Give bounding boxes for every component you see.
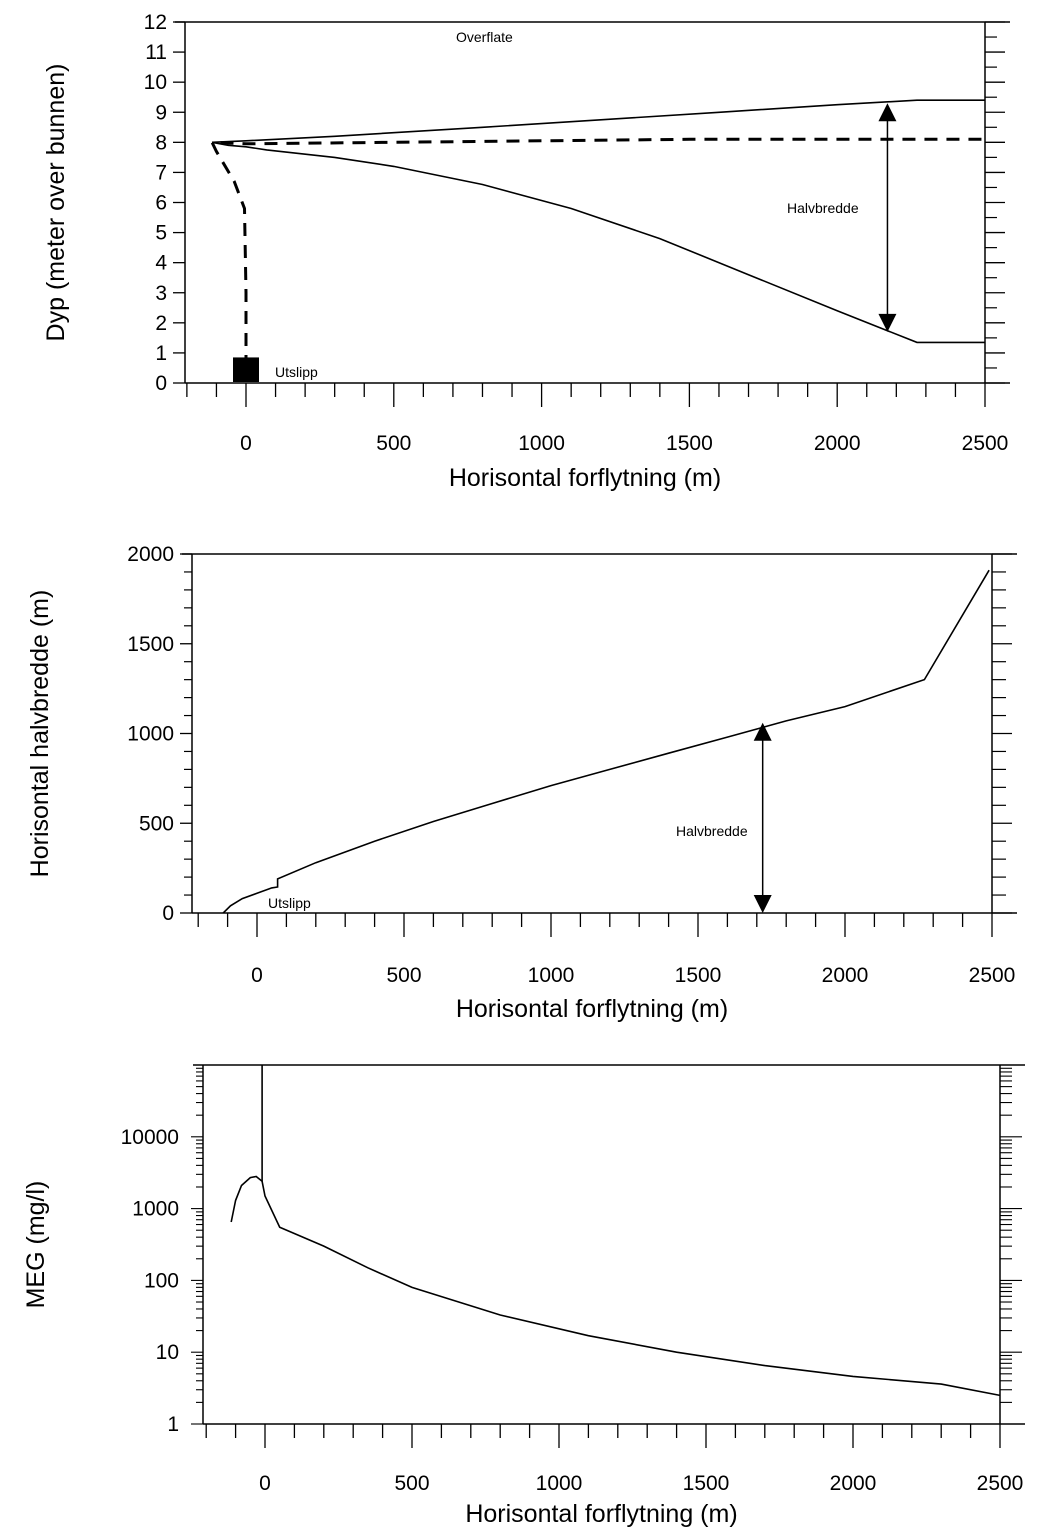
x-tick-label: 500: [376, 432, 411, 455]
y-tick-label: 4: [155, 252, 167, 275]
y-tick-label: 11: [145, 41, 167, 64]
x-axis-title: Horisontal forflytning (m): [465, 1500, 737, 1528]
discharge-label: Utslipp: [275, 364, 318, 380]
y-tick-label: 7: [155, 161, 167, 184]
x-tick-label: 2500: [977, 1472, 1024, 1495]
y-tick-label: 1500: [127, 633, 174, 656]
y-tick-label: 10: [144, 71, 167, 94]
x-tick-label: 0: [259, 1472, 271, 1495]
y-tick-label: 2: [155, 312, 167, 335]
halfwidth-arrow-head-top: [753, 722, 772, 741]
halfwidth-arrow-head-top: [878, 103, 897, 122]
x-axis-title: Horisontal forflytning (m): [456, 995, 728, 1023]
x-tick-label: 1500: [675, 964, 722, 987]
y-tick-label: 12: [144, 11, 167, 34]
y-tick-label: 0: [155, 372, 167, 395]
x-tick-label: 1000: [518, 432, 565, 455]
series-line-1: [222, 569, 990, 914]
x-tick-label: 1000: [536, 1472, 583, 1495]
chart-3: 0 500 1000 1500 2000 2500 Horisontal forflytni…: [22, 1064, 1025, 1528]
x-tick-label: 1500: [666, 432, 713, 455]
halfwidth-label: Halvbredde: [787, 200, 859, 216]
x-tick-label: 2500: [969, 964, 1016, 987]
y-tick-label: 2000: [127, 543, 174, 566]
y-axis-title: MEG (mg/l): [22, 1181, 50, 1309]
series-line-1: [230, 1175, 1001, 1397]
x-tick-label: 500: [386, 964, 421, 987]
y-tick-label: 8: [155, 131, 167, 154]
halfwidth-label: Halvbredde: [676, 823, 748, 839]
x-tick-label: 2000: [822, 964, 869, 987]
x-tick-label: 2000: [830, 1472, 877, 1495]
x-tick-label: 2500: [962, 432, 1009, 455]
surface-label: Overflate: [456, 29, 513, 45]
x-axis-title: Horisontal forflytning (m): [449, 464, 721, 492]
x-tick-label: 2000: [814, 432, 861, 455]
y-tick-label: 3: [155, 282, 167, 305]
y-tick-label: 1000: [127, 723, 174, 746]
discharge-label: Utslipp: [268, 895, 311, 911]
y-tick-label: 0: [162, 902, 174, 925]
y-tick-label: 6: [155, 192, 167, 215]
y-tick-label: 5: [155, 222, 167, 245]
y-tick-label: 9: [155, 101, 167, 124]
x-tick-label: 1500: [683, 1472, 730, 1495]
series-line-3: [209, 137, 985, 368]
x-tick-label: 0: [251, 964, 263, 987]
y-tick-label: 1000: [132, 1198, 179, 1221]
y-axis-title: Dyp (meter over bunnen): [42, 64, 70, 342]
y-tick-label: 1: [167, 1413, 179, 1436]
series-line-1: [211, 99, 985, 144]
x-tick-label: 500: [394, 1472, 429, 1495]
chart-2: 0 500 1000 1500 2000 2500 Horisontal forflytni…: [26, 543, 1017, 1023]
chart-1: 0 500 1000 1500 2000 2500 Horisontal forflytni…: [42, 11, 1010, 492]
y-tick-label: 1: [155, 342, 167, 365]
halfwidth-arrow-head-bottom: [878, 313, 897, 332]
discharge-marker: [233, 357, 259, 382]
x-tick-label: 0: [240, 432, 252, 455]
y-tick-label: 100: [144, 1269, 179, 1292]
x-tick-label: 1000: [528, 964, 575, 987]
y-tick-label: 500: [139, 812, 174, 835]
y-axis-title: Horisontal halvbredde (m): [26, 590, 54, 878]
series-line-2: [211, 141, 985, 344]
y-tick-label: 10000: [121, 1126, 179, 1149]
y-tick-label: 10: [156, 1341, 179, 1364]
halfwidth-arrow-head-bottom: [753, 895, 772, 913]
